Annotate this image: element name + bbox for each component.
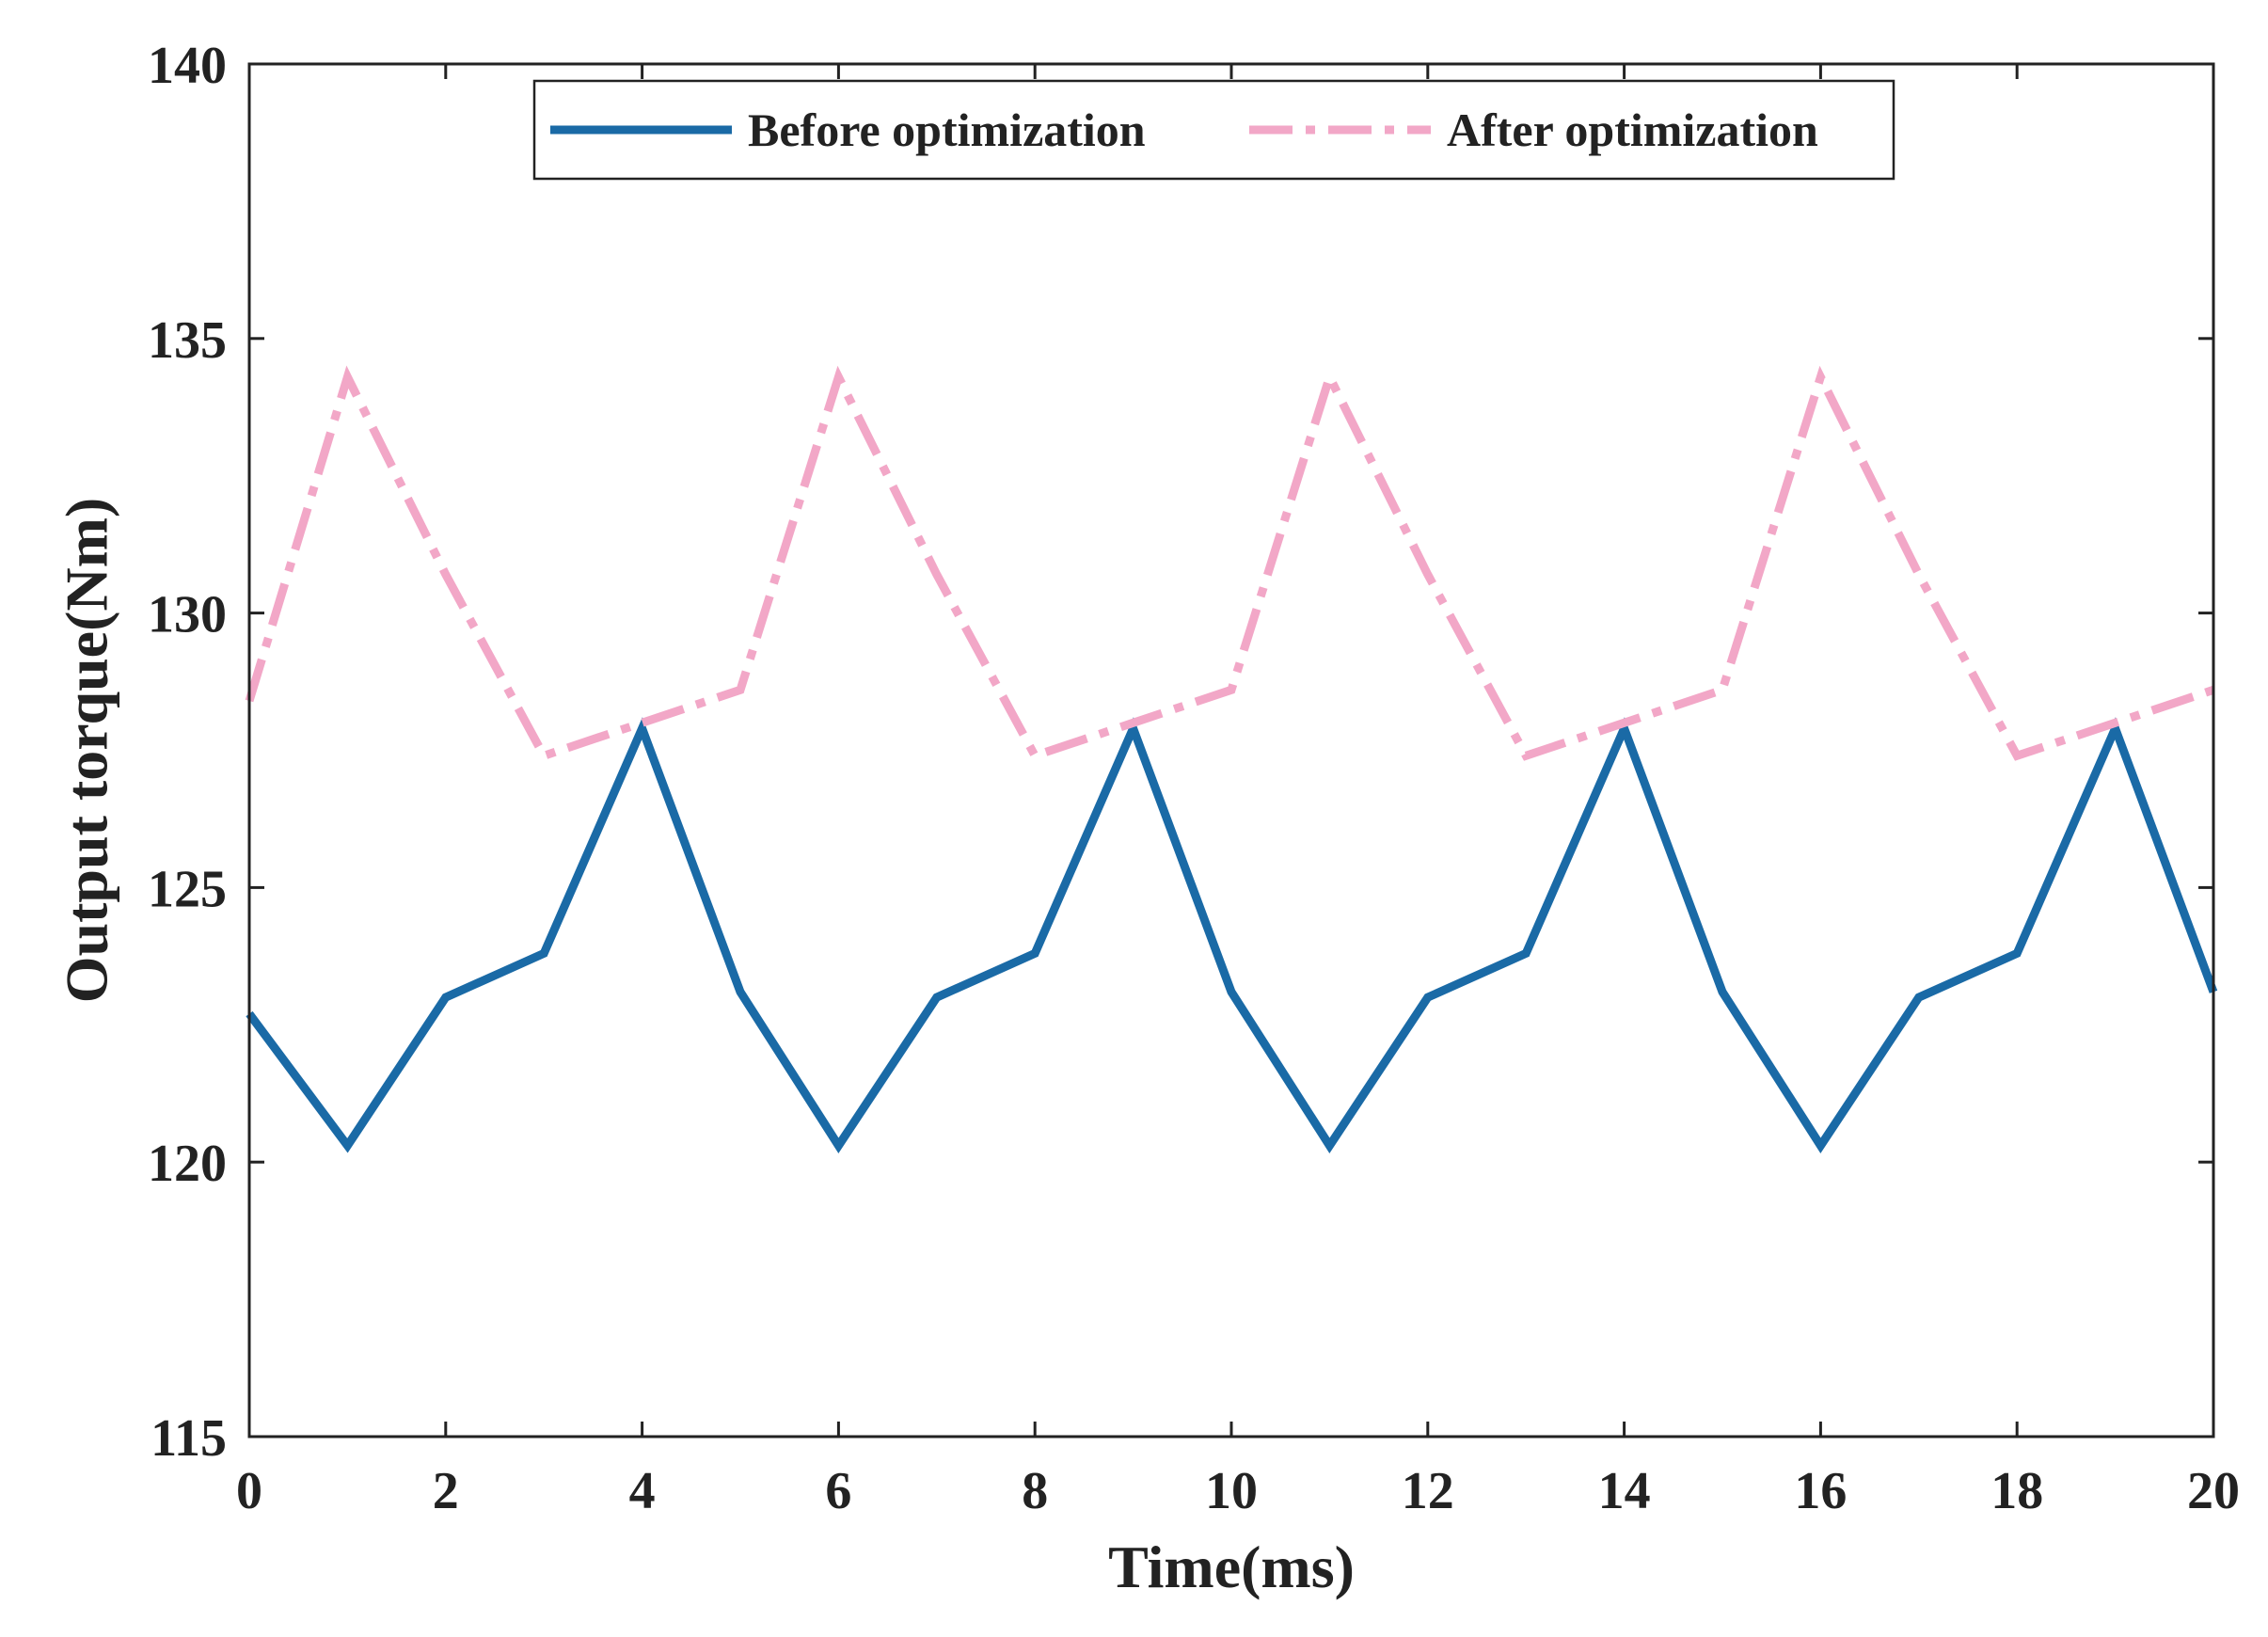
x-tick-label: 16 [1794, 1462, 1847, 1520]
y-axis-title: Output torque(Nm) [54, 498, 120, 1004]
x-axis-title: Time(ms) [1108, 1534, 1355, 1600]
axis-tick-labels: 0 2 4 6 8 10 12 14 16 18 20 115 120 125 130 135 140 [148, 37, 2240, 1520]
x-tick-label: 20 [2187, 1462, 2240, 1520]
legend-label-before-optimization: Before optimization [748, 103, 1146, 156]
legend-label-after-optimization: After optimization [1447, 103, 1818, 156]
legend-box [532, 79, 1895, 181]
y-tick-label: 130 [148, 586, 227, 644]
x-tick-label: 8 [1022, 1462, 1048, 1520]
x-tick-label: 12 [1402, 1462, 1454, 1520]
x-tick-label: 14 [1598, 1462, 1651, 1520]
axis-ticks [247, 62, 2215, 1438]
y-tick-label: 140 [148, 37, 227, 95]
y-tick-label: 135 [148, 311, 227, 370]
x-tick-label: 10 [1205, 1462, 1258, 1520]
y-tick-label: 120 [148, 1135, 227, 1193]
legend: Before optimization After optimization [532, 79, 1895, 181]
x-tick-label: 4 [629, 1462, 656, 1520]
y-tick-label: 125 [148, 860, 227, 918]
x-tick-label: 2 [433, 1462, 459, 1520]
series-layer [245, 365, 2218, 1153]
x-tick-label: 18 [1990, 1462, 2043, 1520]
series-line-before-optimization [246, 717, 2218, 1153]
x-tick-label: 6 [825, 1462, 851, 1520]
series-line-after-optimization [245, 365, 2215, 761]
x-tick-label: 0 [236, 1462, 262, 1520]
y-tick-label: 115 [151, 1409, 227, 1468]
